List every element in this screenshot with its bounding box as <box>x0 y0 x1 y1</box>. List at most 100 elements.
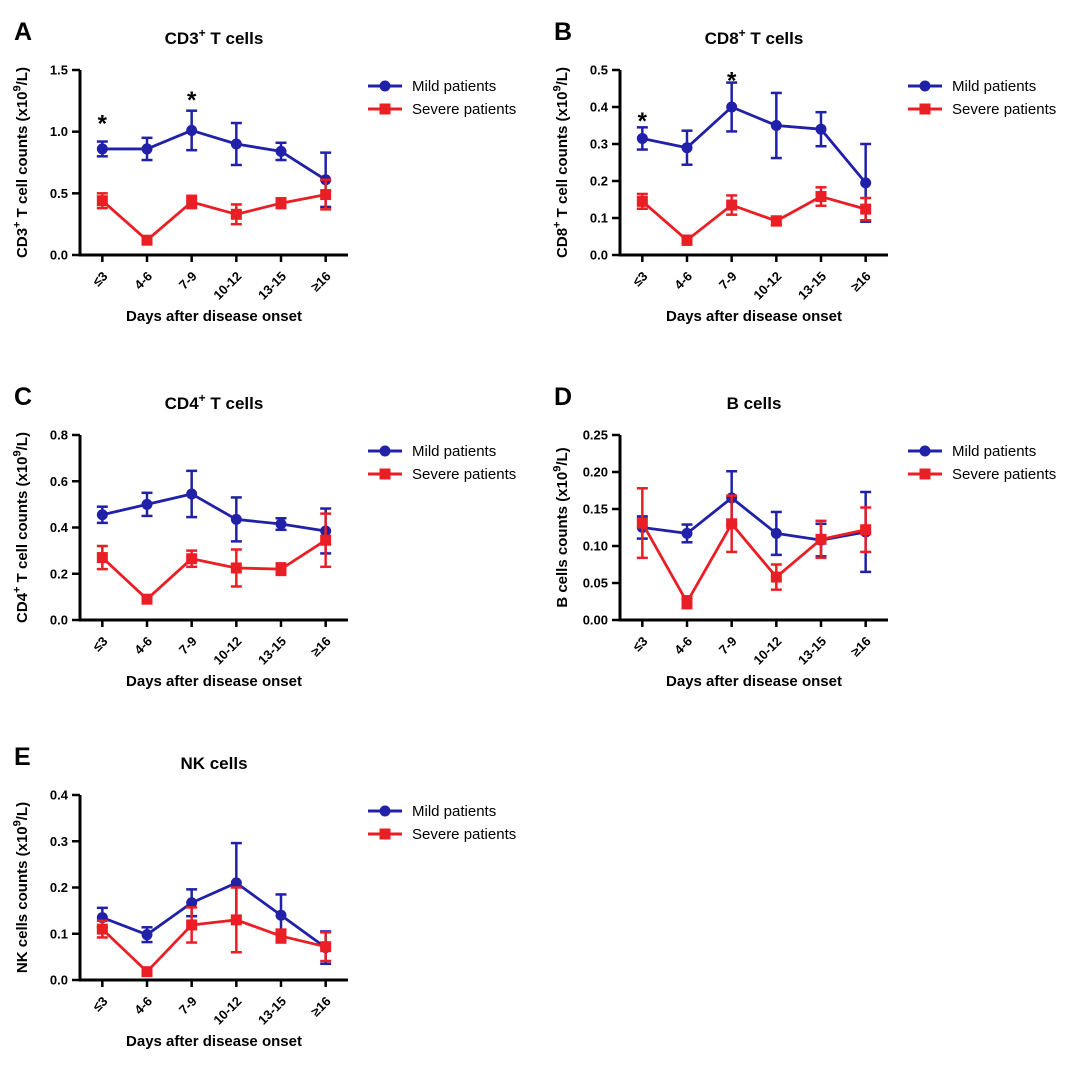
data-point-square <box>726 199 738 211</box>
data-point-circle <box>815 123 827 135</box>
legend-marker-square <box>379 468 391 480</box>
x-tick-label: 13-15 <box>255 269 289 303</box>
y-tick-label: 0.10 <box>583 539 608 554</box>
x-tick-label: ≥16 <box>308 269 334 295</box>
data-point-circle <box>141 143 153 155</box>
data-point-square <box>815 191 827 203</box>
significance-asterisk: * <box>638 108 648 135</box>
significance-markers-b: ** <box>638 67 737 135</box>
x-axis-label-b: Days after disease onset <box>666 308 842 325</box>
data-point-square <box>230 208 242 220</box>
x-tick-label: 10-12 <box>750 269 784 303</box>
axes-c: 0.0 0.2 0.4 0.6 0.8 ≤3 4-6 7-9 10-12 13-15 ≥16 <box>50 428 348 668</box>
data-point-square <box>275 563 287 575</box>
y-tick-label: 0.20 <box>583 465 608 480</box>
x-tick-label: 4-6 <box>131 269 155 293</box>
legend-label: Severe patients <box>412 466 516 483</box>
legend-marker-square <box>919 103 931 115</box>
data-point-square <box>141 593 153 605</box>
series-severe-patients-b <box>636 186 872 246</box>
x-axis-label-c: Days after disease onset <box>126 673 302 690</box>
x-tick-label: 7-9 <box>716 269 740 293</box>
y-tick-label: 0.2 <box>50 880 68 895</box>
series-mild-patients-d-line <box>642 496 866 542</box>
data-point-circle <box>681 142 693 154</box>
data-point-circle <box>275 909 287 921</box>
x-axis-a: ≤3 4-6 7-9 10-12 13-15 ≥16 <box>90 255 334 303</box>
panel-b-chart: B CD8+ T cells 0.0 0.1 0.2 0.3 0.4 0.5 ≤3 4-6 7-9 1… <box>552 18 1057 325</box>
data-point-square <box>860 203 872 215</box>
panel-d-chart: D B cells 0.00 0.05 0.10 0.15 0.20 0.25 ≤3 4-6 7-9… <box>552 383 1057 690</box>
y-axis-c: 0.0 0.2 0.4 0.6 0.8 <box>50 428 80 628</box>
data-point-square <box>860 524 872 536</box>
y-tick-label: 0.0 <box>590 248 608 263</box>
panel-letter-e: E <box>14 743 31 771</box>
chart-title-e: NK cells <box>180 754 247 773</box>
x-axis-label-e: Days after disease onset <box>126 1033 302 1050</box>
chart-title-c: CD4+ T cells <box>165 391 264 413</box>
series-mild-patients-b-line <box>642 105 867 184</box>
panel-b-cells: D B cells 0.00 0.05 0.10 0.15 0.20 0.25 ≤3 4-6 7-9… <box>540 365 1080 710</box>
legend-a: Mild patients Severe patients <box>368 78 516 118</box>
y-tick-label: 0.2 <box>50 566 68 581</box>
series-severe-patients-d-line <box>641 522 866 604</box>
x-tick-label: ≥16 <box>848 269 874 295</box>
chart-title-d: B cells <box>727 394 782 413</box>
panel-a-chart: A CD3+ T cells 0.0 0.5 1.0 1.5 ≤3 4-6 7-9 10-12 13… <box>12 18 517 325</box>
x-axis-b: ≤3 4-6 7-9 10-12 13-15 ≥16 <box>630 255 874 303</box>
y-tick-label: 0.5 <box>590 63 608 78</box>
y-axis-label-c: CD4+ T cell counts (x109/L) <box>12 432 31 623</box>
x-axis-d: ≤3 4-6 7-9 10-12 13-15 ≥16 <box>630 620 874 668</box>
legend-label: Mild patients <box>952 443 1036 460</box>
x-tick-label: 13-15 <box>255 634 289 668</box>
legend-marker-circle <box>379 445 391 457</box>
series-mild-patients-c-line <box>102 492 326 533</box>
y-axis-label-e: NK cells counts (x109/L) <box>12 802 31 973</box>
y-tick-label: 0.1 <box>50 926 68 941</box>
x-tick-label: 13-15 <box>255 994 289 1028</box>
x-tick-label: 7-9 <box>176 994 200 1018</box>
y-tick-label: 0.4 <box>50 520 69 535</box>
legend-c: Mild patients Severe patients <box>368 443 516 483</box>
y-tick-label: 0.4 <box>50 788 69 803</box>
x-tick-label: 4-6 <box>671 634 695 658</box>
data-point-square <box>681 596 693 608</box>
y-tick-label: 0.1 <box>590 211 608 226</box>
series-mild-patients-b <box>636 81 872 223</box>
data-point-square <box>96 552 108 564</box>
significance-asterisk: * <box>98 111 108 138</box>
legend-d: Mild patients Severe patients <box>908 443 1056 483</box>
panel-cd3-t-cells: A CD3+ T cells 0.0 0.5 1.0 1.5 ≤3 4-6 7-9 10-12 13… <box>0 0 540 345</box>
y-tick-label: 0.0 <box>50 248 68 263</box>
series-severe-patients-e <box>96 886 332 978</box>
y-axis-a: 0.0 0.5 1.0 1.5 <box>50 63 80 263</box>
legend-label: Severe patients <box>412 826 516 843</box>
y-axis-label-a: CD3+ T cell counts (x109/L) <box>12 67 31 258</box>
x-tick-label: 7-9 <box>176 269 200 293</box>
series-severe-patients-a <box>96 178 332 246</box>
axes-d: 0.00 0.05 0.10 0.15 0.20 0.25 ≤3 4-6 7-9 10-12 13-… <box>583 428 888 668</box>
x-tick-label: 4-6 <box>131 994 155 1018</box>
y-tick-label: 0.15 <box>583 502 608 517</box>
legend-marker-circle <box>919 80 931 92</box>
series-mild-patients-d <box>636 470 872 574</box>
significance-asterisk: * <box>187 87 197 114</box>
x-tick-label: 7-9 <box>176 634 200 658</box>
y-tick-label: 0.00 <box>583 613 608 628</box>
legend-label: Severe patients <box>952 466 1056 483</box>
panel-letter-d: D <box>554 383 572 411</box>
axes-e: 0.0 0.1 0.2 0.3 0.4 ≤3 4-6 7-9 10-12 13-15 ≥16 <box>50 788 348 1028</box>
y-axis-label-d: B cells counts (x109/L) <box>552 447 571 607</box>
legend-e: Mild patients Severe patients <box>368 803 516 843</box>
y-tick-label: 0.0 <box>50 613 68 628</box>
data-point-circle <box>141 498 153 510</box>
data-point-square <box>141 234 153 246</box>
y-axis-b: 0.0 0.1 0.2 0.3 0.4 0.5 <box>590 63 620 263</box>
y-tick-label: 0.8 <box>50 428 68 443</box>
y-tick-label: 1.5 <box>50 63 68 78</box>
panel-c-chart: C CD4+ T cells 0.0 0.2 0.4 0.6 0.8 ≤3 4-6 7-9 10-1… <box>12 383 517 690</box>
data-point-circle <box>230 513 242 525</box>
y-tick-label: 0.3 <box>50 834 68 849</box>
data-point-square <box>186 196 198 208</box>
